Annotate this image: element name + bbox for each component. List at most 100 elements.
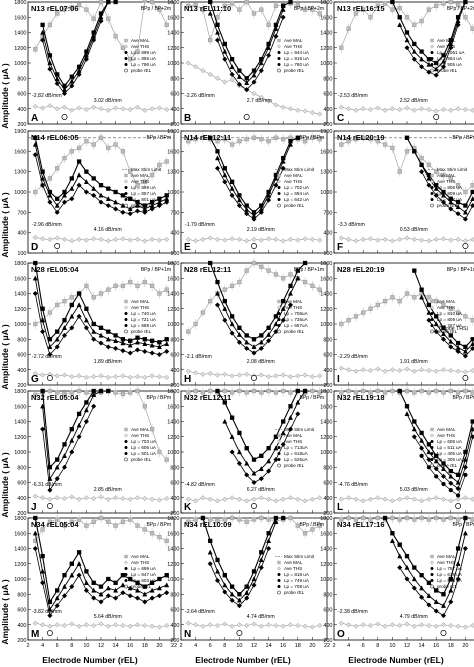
data-point (192, 622, 199, 628)
legend-label: Max Stim Limit (437, 167, 468, 172)
annotation: -2.53 dB/mm (338, 93, 368, 99)
legend-label: Ave MAL (284, 173, 303, 178)
series-lp-796-ua (39, 18, 104, 97)
legend-item: Ave MAL (430, 554, 456, 559)
data-point (448, 622, 454, 629)
data-point (91, 519, 96, 524)
x-tick-label: 2 (179, 643, 182, 649)
panel-condition: BPp / BPm (300, 135, 324, 141)
data-point (455, 493, 461, 498)
series-lp-603-ua (32, 545, 170, 619)
data-point (419, 388, 424, 394)
legend-item: Ave THS (276, 566, 302, 571)
series-lp-688-ua (32, 290, 170, 358)
data-point (251, 470, 257, 476)
data-point (367, 106, 374, 113)
panel-letter: L (337, 502, 343, 513)
data-point (69, 449, 75, 455)
data-point (62, 452, 67, 458)
data-point (411, 434, 417, 440)
y-tick-label: 1400 (320, 420, 332, 426)
data-point (69, 83, 75, 89)
data-point (135, 339, 140, 345)
legend-label: Ave THS (131, 44, 149, 49)
legend-label: Lp = 801 uA (131, 197, 157, 202)
probe-marker (46, 503, 53, 509)
data-point (164, 106, 170, 113)
data-point (426, 465, 432, 470)
data-point (214, 622, 221, 629)
legend-swatch (429, 433, 435, 438)
data-point (40, 553, 45, 559)
data-point (390, 531, 395, 536)
data-point (462, 216, 469, 222)
data-point (135, 183, 140, 188)
data-point (273, 33, 279, 39)
data-point (411, 623, 417, 629)
panel-letter: K (184, 502, 192, 513)
data-point (84, 283, 89, 289)
data-point (251, 576, 257, 582)
data-point (317, 287, 322, 292)
data-point (448, 333, 453, 338)
series-lp-513-ua (397, 545, 469, 619)
data-point (120, 573, 126, 578)
data-point (470, 345, 474, 352)
y-tick-label: 1200 (14, 307, 26, 313)
data-point (237, 68, 242, 73)
data-point (127, 206, 133, 212)
data-point (76, 159, 82, 164)
probe-marker (61, 114, 68, 120)
y-tick-label: 600 (17, 353, 26, 359)
data-point (404, 553, 410, 559)
legend-swatch (124, 50, 128, 55)
legend-item: Ave THS (123, 560, 149, 565)
data-point (251, 344, 257, 350)
legend-swatch (430, 451, 434, 456)
legend-item: Lp = 767 uA (430, 323, 463, 328)
legend-item: Ave MAL (277, 173, 303, 178)
data-point (251, 260, 257, 266)
series-lp-818-ua (200, 515, 286, 597)
legend-label: Lp = 757 uA (437, 566, 463, 571)
legend-label: Lp = 703 uA (131, 439, 157, 444)
y-tick-label: 1800 (320, 389, 332, 395)
legend-swatch (430, 323, 434, 328)
data-point (448, 45, 454, 51)
data-point (462, 209, 468, 215)
data-point (55, 588, 60, 593)
data-point (244, 0, 249, 5)
legend-swatch (430, 439, 434, 444)
data-point (433, 328, 439, 335)
series-lp-642-ua (214, 165, 286, 222)
data-point (382, 142, 388, 147)
legend-swatch (277, 445, 281, 450)
data-point (412, 41, 417, 47)
data-point (441, 172, 446, 178)
series-lp-767-ua (426, 317, 474, 359)
y-tick-label: 1600 (14, 404, 26, 410)
data-point (127, 374, 133, 381)
data-point (302, 498, 308, 504)
data-point (91, 328, 97, 334)
data-point (83, 374, 90, 381)
legend-swatch (124, 299, 128, 304)
data-point (142, 209, 148, 215)
data-point (295, 388, 300, 394)
y-tick-label: 1600 (167, 404, 179, 410)
panel-title: N13 rEL11:10 (184, 4, 231, 13)
y-tick-label: 1600 (320, 15, 332, 21)
data-point (281, 419, 286, 424)
data-point (222, 418, 228, 424)
legend-label: Max Stim Limit (131, 167, 162, 172)
legend-swatch (430, 554, 434, 559)
series-lp-606-ua (40, 388, 104, 481)
data-point (404, 30, 410, 35)
data-point (433, 72, 439, 78)
data-point (229, 1, 235, 6)
data-point (404, 291, 410, 296)
legend-swatch (123, 179, 129, 184)
legend-swatch (124, 451, 128, 456)
